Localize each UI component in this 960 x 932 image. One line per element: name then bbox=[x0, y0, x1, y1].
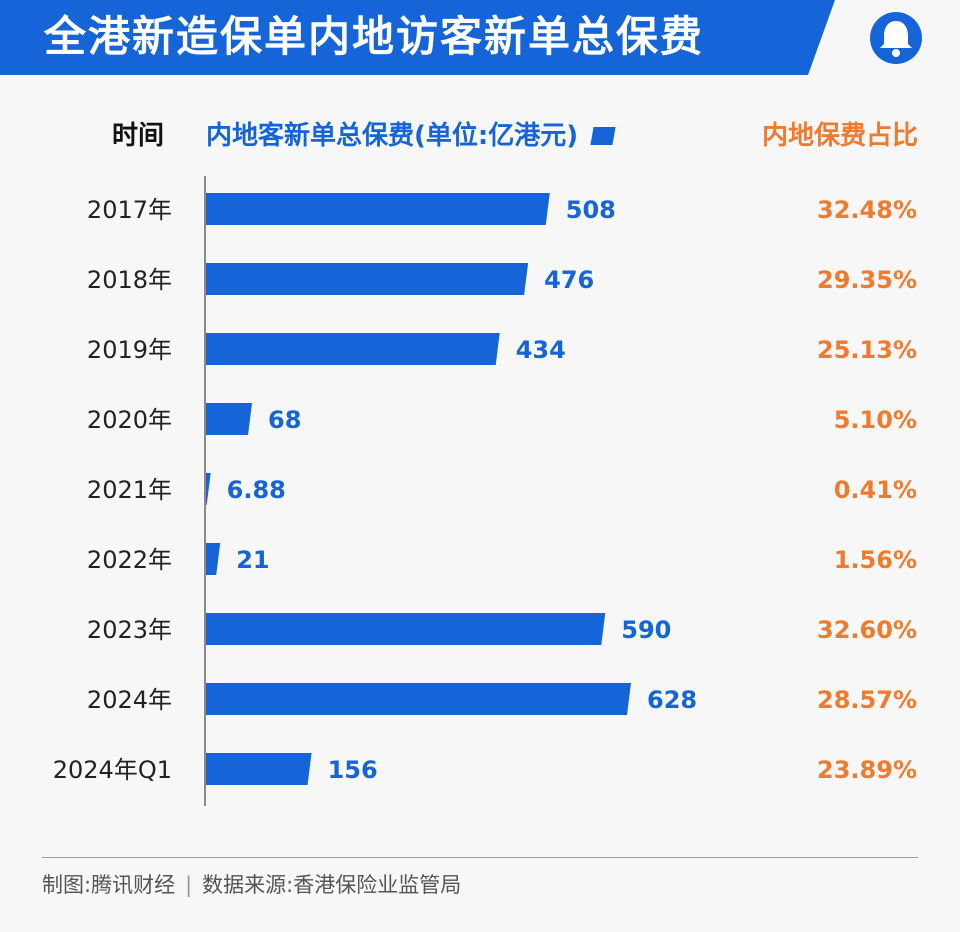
footer: 制图:腾讯财经 | 数据来源:香港保险业监管局 bbox=[42, 868, 461, 902]
value-label: 21 bbox=[236, 546, 269, 574]
share-label: 23.89% bbox=[817, 756, 917, 784]
category-label: 2024年Q1 bbox=[53, 756, 172, 784]
footer-credit: 制图:腾讯财经 bbox=[42, 873, 176, 897]
share-label: 32.48% bbox=[817, 196, 917, 224]
value-label: 476 bbox=[544, 266, 594, 294]
share-label: 28.57% bbox=[817, 686, 917, 714]
footer-divider bbox=[42, 857, 918, 858]
category-label: 2022年 bbox=[87, 546, 172, 574]
bars-group: 2017年 508 32.48% 2018年 476 29.35% 2019年 434 25.1… bbox=[53, 193, 917, 785]
share-label: 1.56% bbox=[834, 546, 917, 574]
page-title: 全港新造保单内地访客新单总保费 bbox=[44, 12, 705, 61]
category-label: 2024年 bbox=[87, 686, 172, 714]
share-label: 32.60% bbox=[817, 616, 917, 644]
category-label: 2020年 bbox=[87, 406, 172, 434]
category-label: 2023年 bbox=[87, 616, 172, 644]
column-header-share: 内地保费占比 bbox=[761, 121, 918, 151]
bar bbox=[206, 683, 631, 715]
column-header-premium: 内地客新单总保费(单位:亿港元) bbox=[206, 116, 616, 156]
bar bbox=[206, 403, 253, 435]
bar bbox=[206, 753, 312, 785]
category-label: 2019年 bbox=[87, 336, 172, 364]
premium-header-text: 内地客新单总保费(单位:亿港元) bbox=[206, 121, 579, 151]
category-label: 2017年 bbox=[87, 196, 172, 224]
bar bbox=[206, 193, 550, 225]
title-banner bbox=[0, 0, 835, 75]
value-label: 508 bbox=[566, 196, 616, 224]
value-label: 628 bbox=[647, 686, 697, 714]
bar bbox=[206, 543, 221, 575]
bell-icon bbox=[870, 12, 922, 64]
bar bbox=[206, 613, 606, 645]
column-header-time: 时间 bbox=[112, 121, 165, 151]
value-label: 68 bbox=[268, 406, 301, 434]
value-label: 6.88 bbox=[227, 476, 286, 504]
category-label: 2018年 bbox=[87, 266, 172, 294]
value-label: 590 bbox=[621, 616, 671, 644]
bar bbox=[206, 263, 529, 295]
share-label: 25.13% bbox=[817, 336, 917, 364]
footer-separator: | bbox=[185, 873, 193, 897]
share-label: 29.35% bbox=[817, 266, 917, 294]
bar-chart: 2017年 508 32.48% 2018年 476 29.35% 2019年 434 25.1… bbox=[53, 176, 917, 806]
share-label: 0.41% bbox=[834, 476, 917, 504]
category-label: 2021年 bbox=[87, 476, 172, 504]
value-label: 156 bbox=[328, 756, 378, 784]
share-label: 5.10% bbox=[834, 406, 917, 434]
value-label: 434 bbox=[516, 336, 566, 364]
footer-source: 数据来源:香港保险业监管局 bbox=[202, 873, 462, 897]
bar bbox=[206, 473, 211, 505]
bar bbox=[206, 333, 500, 365]
